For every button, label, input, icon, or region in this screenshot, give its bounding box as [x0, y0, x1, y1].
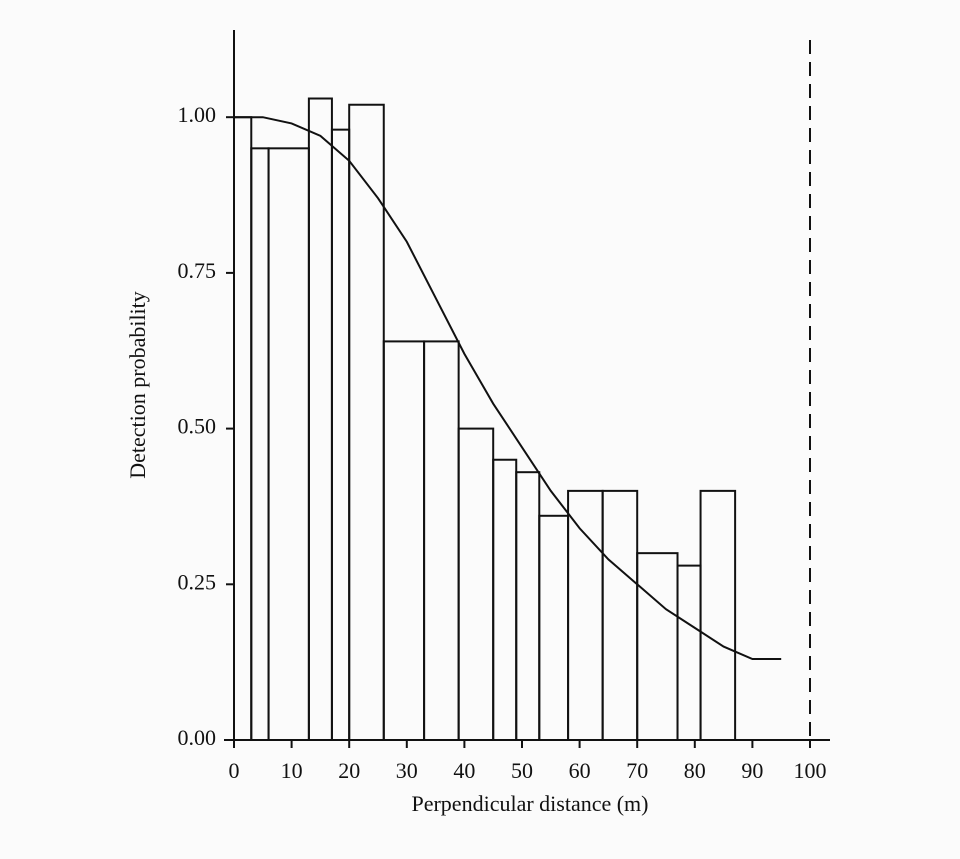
histogram-bar — [423, 340, 460, 741]
histogram-bar — [267, 147, 310, 742]
histogram-bar — [492, 458, 518, 741]
histogram-bar — [636, 552, 679, 741]
x-tick-label: 40 — [453, 758, 475, 783]
x-tick-label: 80 — [684, 758, 706, 783]
y-tick-label: 0.25 — [178, 569, 217, 594]
histogram-bar — [250, 147, 270, 742]
histogram-bar — [676, 564, 702, 741]
histogram-bar — [307, 97, 333, 741]
histogram-bar — [515, 471, 541, 741]
histogram-bar — [382, 340, 426, 741]
y-axis-label: Detection probability — [125, 291, 150, 479]
x-tick-label: 50 — [511, 758, 533, 783]
histogram-bar — [601, 489, 639, 741]
histogram-bar — [538, 514, 570, 742]
histogram-bar — [330, 128, 351, 742]
x-tick-label: 30 — [396, 758, 418, 783]
y-tick-label: 0.75 — [178, 258, 217, 283]
x-tick-label: 60 — [569, 758, 591, 783]
x-tick-label: 70 — [626, 758, 648, 783]
detection-curve — [234, 116, 782, 661]
histogram-bar — [457, 427, 495, 741]
histogram-bar — [233, 116, 253, 741]
histogram-bar — [699, 489, 737, 741]
y-tick-label: 0.50 — [178, 414, 217, 439]
y-tick-label: 0.00 — [178, 725, 217, 750]
x-tick-label: 10 — [281, 758, 303, 783]
x-tick-label: 100 — [794, 758, 827, 783]
x-tick-label: 90 — [741, 758, 763, 783]
x-tick-label: 20 — [338, 758, 360, 783]
y-tick-label: 1.00 — [178, 102, 217, 127]
x-axis-label: Perpendicular distance (m) — [411, 791, 648, 816]
histogram-bar — [567, 489, 604, 741]
x-tick-label: 0 — [229, 758, 240, 783]
